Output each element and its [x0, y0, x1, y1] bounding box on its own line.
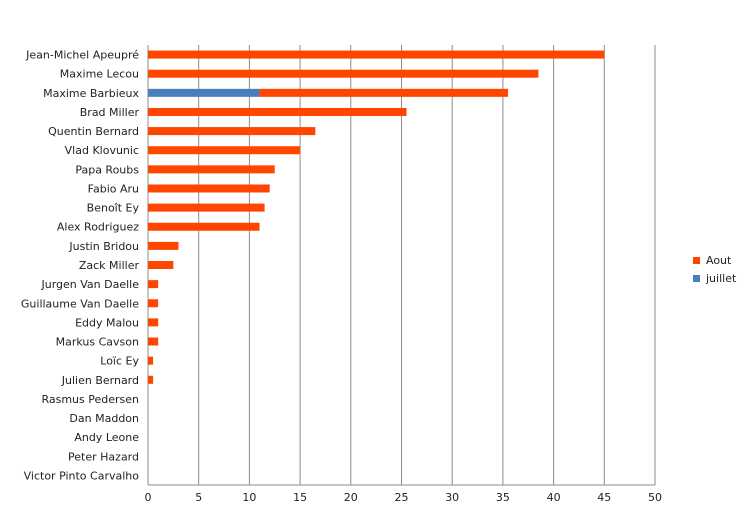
- y-tick-label: Maxime Lecou: [60, 68, 139, 81]
- y-tick-label: Markus Cavson: [56, 336, 139, 349]
- x-tick-label: 35: [496, 491, 510, 504]
- y-tick-label: Jurgen Van Daelle: [40, 278, 139, 291]
- bar-aout: [259, 88, 508, 97]
- x-tick-label: 10: [242, 491, 256, 504]
- legend-label: juillet: [706, 271, 737, 285]
- y-tick-label: Maxime Barbieux: [43, 87, 139, 100]
- bar-aout: [148, 146, 301, 155]
- y-tick-label: Guillaume Van Daelle: [21, 297, 139, 310]
- legend-swatch: [693, 274, 700, 282]
- y-tick-label: Dan Maddon: [69, 412, 139, 425]
- y-tick-label: Zack Miller: [79, 259, 140, 272]
- x-tick-label: 50: [648, 491, 662, 504]
- bar-aout: [148, 69, 539, 78]
- x-tick-label: 40: [547, 491, 561, 504]
- bar-aout: [148, 318, 159, 327]
- y-tick-label: Brad Miller: [80, 106, 140, 119]
- y-tick-label: Vlad Klovunic: [65, 144, 139, 157]
- bar-aout: [148, 241, 179, 250]
- x-tick-label: 15: [293, 491, 307, 504]
- y-tick-label: Fabio Aru: [88, 182, 139, 195]
- x-tick-label: 5: [195, 491, 202, 504]
- bar-aout: [148, 127, 316, 136]
- y-tick-label: Eddy Malou: [75, 316, 139, 329]
- legend: Aout juillet: [693, 251, 736, 287]
- y-tick-label: Jean-Michel Apeupré: [25, 49, 139, 62]
- y-tick-label: Quentin Bernard: [48, 125, 139, 138]
- x-tick-label: 30: [445, 491, 459, 504]
- x-tick-label: 0: [145, 491, 152, 504]
- bar-juillet: [148, 88, 260, 97]
- bar-aout: [148, 184, 270, 193]
- bar-aout: [148, 299, 159, 308]
- legend-item: juillet: [693, 269, 736, 287]
- bar-aout: [148, 165, 275, 174]
- bar-aout: [148, 375, 154, 384]
- bar-aout: [148, 337, 159, 346]
- y-tick-label: Rasmus Pedersen: [41, 393, 139, 406]
- y-tick-label: Victor Pinto Carvalho: [24, 469, 140, 482]
- bar-aout: [148, 261, 174, 269]
- bar-aout: [148, 203, 265, 212]
- y-tick-label: Papa Roubs: [75, 163, 139, 176]
- x-tick-label: 45: [597, 491, 611, 504]
- y-tick-label: Alex Rodriguez: [57, 221, 139, 234]
- bar-aout: [148, 107, 407, 116]
- legend-item: Aout: [693, 251, 736, 269]
- y-tick-label: Justin Bridou: [68, 240, 139, 253]
- bar-aout: [148, 222, 260, 231]
- bar-aout: [148, 280, 159, 289]
- legend-label: Aout: [706, 253, 732, 267]
- y-tick-label: Peter Hazard: [68, 450, 139, 463]
- bar-aout: [148, 356, 154, 365]
- bar-aout: [148, 50, 605, 59]
- x-tick-label: 20: [344, 491, 358, 504]
- y-tick-label: Benoît Ey: [87, 202, 140, 215]
- y-tick-label: Andy Leone: [74, 431, 139, 444]
- legend-swatch: [693, 256, 700, 264]
- x-tick-label: 25: [395, 491, 409, 504]
- y-tick-label: Loïc Ey: [100, 355, 139, 368]
- y-tick-label: Julien Bernard: [61, 374, 139, 387]
